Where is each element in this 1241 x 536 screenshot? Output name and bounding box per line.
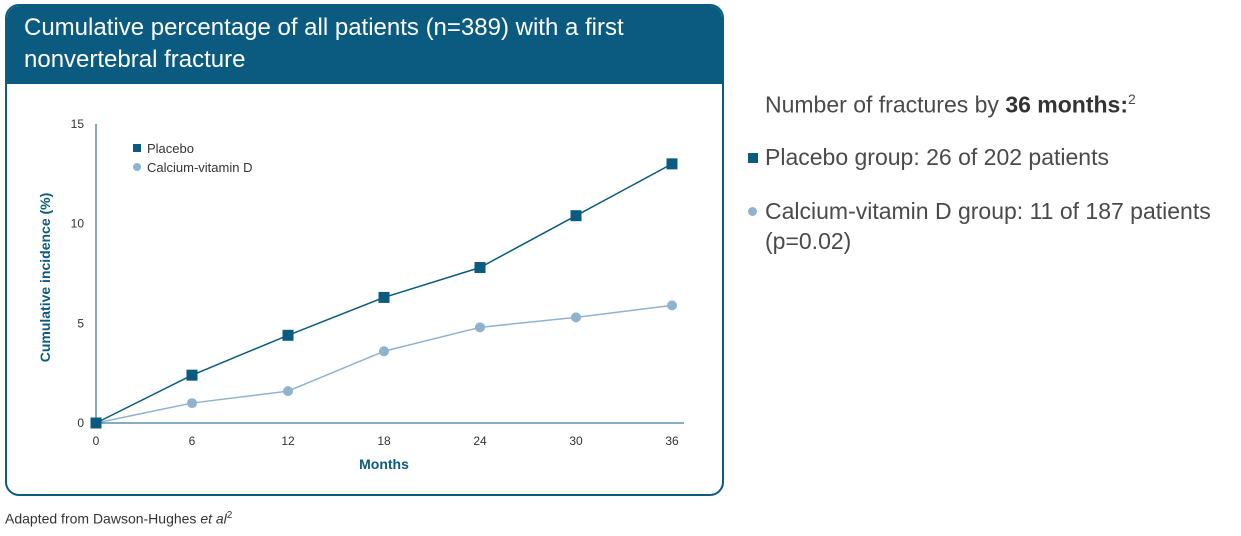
circle-bullet-icon [748,206,757,216]
square-bullet-icon [748,152,758,163]
x-tick-label: 30 [569,434,583,448]
placebo-marker [186,369,198,381]
placebo-marker [378,291,390,303]
x-axis-label: Months [359,456,409,472]
legend-square-icon [133,144,141,152]
summary-panel: Number of fractures by 36 months:2 Place… [748,82,1238,256]
calcium-vitamin-d-marker [667,300,677,311]
chart-card: Cumulative percentage of all patients (n… [5,4,724,496]
calcium-vitamin-d-marker [571,312,581,323]
x-tick-label: 24 [473,434,487,448]
placebo-marker [282,329,294,341]
summary-placebo-item: Placebo group: 26 of 202 patients [748,142,1238,172]
calcium-vitamin-d-marker [187,398,197,409]
x-tick-label: 6 [189,434,196,448]
chart-title-line2: nonvertebral fracture [24,46,246,73]
chart-header: Cumulative percentage of all patients (n… [7,6,722,84]
placebo-marker [666,158,678,170]
y-tick-label: 5 [77,316,84,330]
series-line [95,304,673,424]
x-tick-label: 0 [93,434,100,448]
summary-cavd-text-line2: (p=0.02) [765,227,852,254]
summary-cavd-item: Calcium-vitamin D group: 11 of 187 patie… [748,196,1238,256]
legend-label: Calcium-vitamin D [147,160,252,175]
placebo-marker [570,210,582,222]
legend-circle-icon [133,163,141,171]
summary-placebo-text: Placebo group: 26 of 202 patients [765,143,1109,170]
x-tick-label: 36 [665,434,679,448]
source-footnote: Adapted from Dawson-Hughes et al2 [5,510,233,527]
calcium-vitamin-d-marker [379,346,389,357]
line-chart: 0 5 10 15 0 6 12 18 24 30 36 Months Cumulative incid… [37,117,684,472]
y-tick-label: 10 [71,217,85,231]
placebo-marker [474,262,486,274]
summary-title: Number of fractures by 36 months:2 [765,91,1136,118]
y-tick-label: 0 [77,416,84,430]
placebo-marker [90,417,102,429]
legend-label: Placebo [147,141,194,156]
calcium-vitamin-d-marker [475,322,485,333]
y-tick-label: 15 [71,117,85,131]
summary-cavd-text-line1: Calcium-vitamin D group: 11 of 187 patie… [765,197,1211,224]
chart-title-line1: Cumulative percentage of all patients (n… [24,14,624,41]
x-tick-label: 18 [377,434,391,448]
calcium-vitamin-d-marker [283,386,293,397]
y-axis-label: Cumulative incidence (%) [37,193,53,363]
x-tick-label: 12 [281,434,295,448]
